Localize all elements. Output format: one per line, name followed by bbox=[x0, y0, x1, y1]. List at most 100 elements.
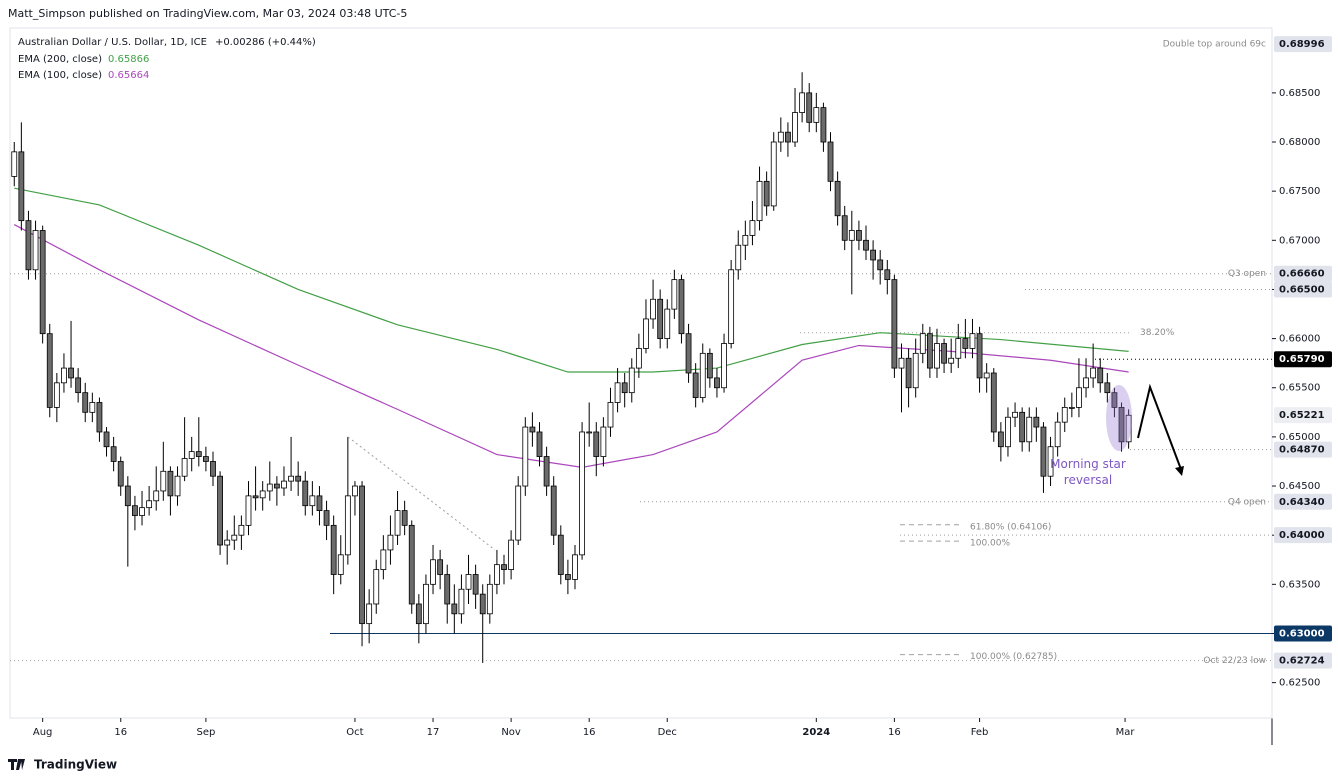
candle-body bbox=[61, 367, 67, 384]
x-tick-label: 16 bbox=[888, 727, 901, 738]
x-tick-label: 16 bbox=[583, 727, 596, 738]
candle-body bbox=[110, 446, 117, 462]
candle-body bbox=[252, 495, 259, 499]
candle-body bbox=[1047, 446, 1054, 477]
price-label: 0.64870 bbox=[1279, 445, 1325, 456]
brand-logo bbox=[8, 759, 25, 770]
candle-body bbox=[387, 534, 394, 551]
candle-body bbox=[245, 495, 252, 526]
candle-body bbox=[281, 480, 287, 489]
level-note: Q3 open bbox=[1228, 269, 1266, 279]
candle-body bbox=[231, 534, 238, 541]
price-label-box bbox=[1274, 407, 1332, 424]
candle-body bbox=[458, 588, 465, 615]
candle-body bbox=[685, 333, 692, 374]
y-tick-label: 0.62500 bbox=[1279, 678, 1320, 689]
candle-body bbox=[870, 249, 877, 261]
candle-body bbox=[1033, 416, 1040, 428]
instrument: Australian Dollar / U.S. Dollar, 1D, ICE bbox=[18, 37, 207, 48]
candle-body bbox=[834, 180, 841, 217]
candle-body bbox=[863, 239, 869, 251]
x-tick-label: 17 bbox=[427, 727, 440, 738]
candle-body bbox=[1097, 367, 1104, 384]
candle-body bbox=[621, 382, 628, 394]
candle-body bbox=[188, 451, 195, 459]
candle-body bbox=[827, 141, 834, 182]
candle-body bbox=[614, 382, 621, 403]
projection-arrow bbox=[1137, 383, 1183, 473]
candle-body bbox=[699, 352, 706, 398]
candle-body bbox=[203, 456, 209, 462]
arrow-head bbox=[1175, 466, 1184, 476]
candle-body bbox=[735, 244, 742, 271]
candle-body bbox=[813, 107, 820, 123]
x-tick-label: Aug bbox=[33, 727, 53, 738]
y-tick-label: 0.66000 bbox=[1279, 334, 1320, 345]
price-change: +0.00286 (+0.44%) bbox=[215, 37, 316, 48]
candle-body bbox=[997, 431, 1004, 448]
candle-body bbox=[132, 505, 138, 516]
candle-body bbox=[472, 574, 479, 595]
price-label-box bbox=[1274, 527, 1332, 544]
candle-body bbox=[39, 230, 46, 335]
candle-body bbox=[501, 564, 507, 570]
candle-body bbox=[579, 431, 585, 556]
fib-label: 61.80% (0.64106) bbox=[970, 522, 1051, 532]
candle-body bbox=[721, 343, 727, 389]
candle-body bbox=[53, 382, 60, 408]
candle-body bbox=[479, 593, 486, 615]
candle-body bbox=[664, 308, 671, 339]
price-label: 0.64340 bbox=[1279, 497, 1325, 508]
candle-body bbox=[359, 485, 365, 625]
candle-body bbox=[671, 279, 678, 310]
candle-body bbox=[1076, 387, 1082, 408]
price-label: 0.68996 bbox=[1279, 39, 1325, 50]
price-label-box bbox=[1274, 493, 1332, 510]
legend-value: 0.65664 bbox=[108, 70, 149, 81]
candle-body bbox=[543, 456, 550, 487]
candle-body bbox=[486, 583, 493, 615]
y-tick-label: 0.65000 bbox=[1279, 432, 1320, 443]
candle-body bbox=[75, 377, 82, 394]
candle-body bbox=[742, 234, 749, 246]
y-tick-label: 0.64500 bbox=[1279, 481, 1320, 492]
candle-body bbox=[948, 357, 955, 364]
candle-body bbox=[444, 574, 451, 605]
candle-body bbox=[437, 559, 444, 575]
candle-body bbox=[877, 259, 884, 271]
candle-body bbox=[1054, 421, 1061, 448]
x-tick-label: Feb bbox=[971, 727, 989, 738]
candle-body bbox=[273, 483, 280, 489]
candle-body bbox=[1040, 426, 1047, 477]
candle-body bbox=[848, 230, 855, 241]
price-label-box bbox=[1274, 441, 1332, 458]
candle-body bbox=[430, 559, 436, 585]
candle-body bbox=[550, 485, 557, 536]
candle-body bbox=[153, 490, 160, 502]
candle-body bbox=[529, 426, 536, 433]
legend-name: EMA (200, close) bbox=[18, 54, 102, 65]
candle-body bbox=[515, 485, 522, 541]
candle-body bbox=[919, 333, 926, 354]
candle-body bbox=[905, 357, 912, 389]
y-tick-label: 0.67000 bbox=[1279, 235, 1320, 246]
candle-body bbox=[643, 318, 649, 349]
candle-body bbox=[607, 402, 614, 428]
x-tick-label: Oct bbox=[346, 727, 363, 738]
candle-body bbox=[1012, 411, 1018, 418]
candle-body bbox=[785, 131, 791, 143]
level-note: Double top around 69c bbox=[1163, 40, 1266, 50]
candle-body bbox=[352, 485, 358, 497]
y-tick-label: 0.63500 bbox=[1279, 579, 1320, 590]
price-label: 0.66660 bbox=[1279, 269, 1325, 280]
candle-body bbox=[1068, 407, 1075, 409]
candle-body bbox=[955, 338, 962, 359]
candle-body bbox=[160, 470, 167, 492]
candle-body bbox=[1026, 416, 1033, 443]
legend-entry: EMA (100, close) 0.65664 bbox=[18, 70, 149, 81]
candle-body bbox=[692, 372, 699, 398]
level-note: Q4 open bbox=[1228, 497, 1266, 507]
candle-body bbox=[508, 539, 515, 570]
candle-body bbox=[557, 534, 564, 575]
price-label: 0.64000 bbox=[1279, 530, 1325, 541]
